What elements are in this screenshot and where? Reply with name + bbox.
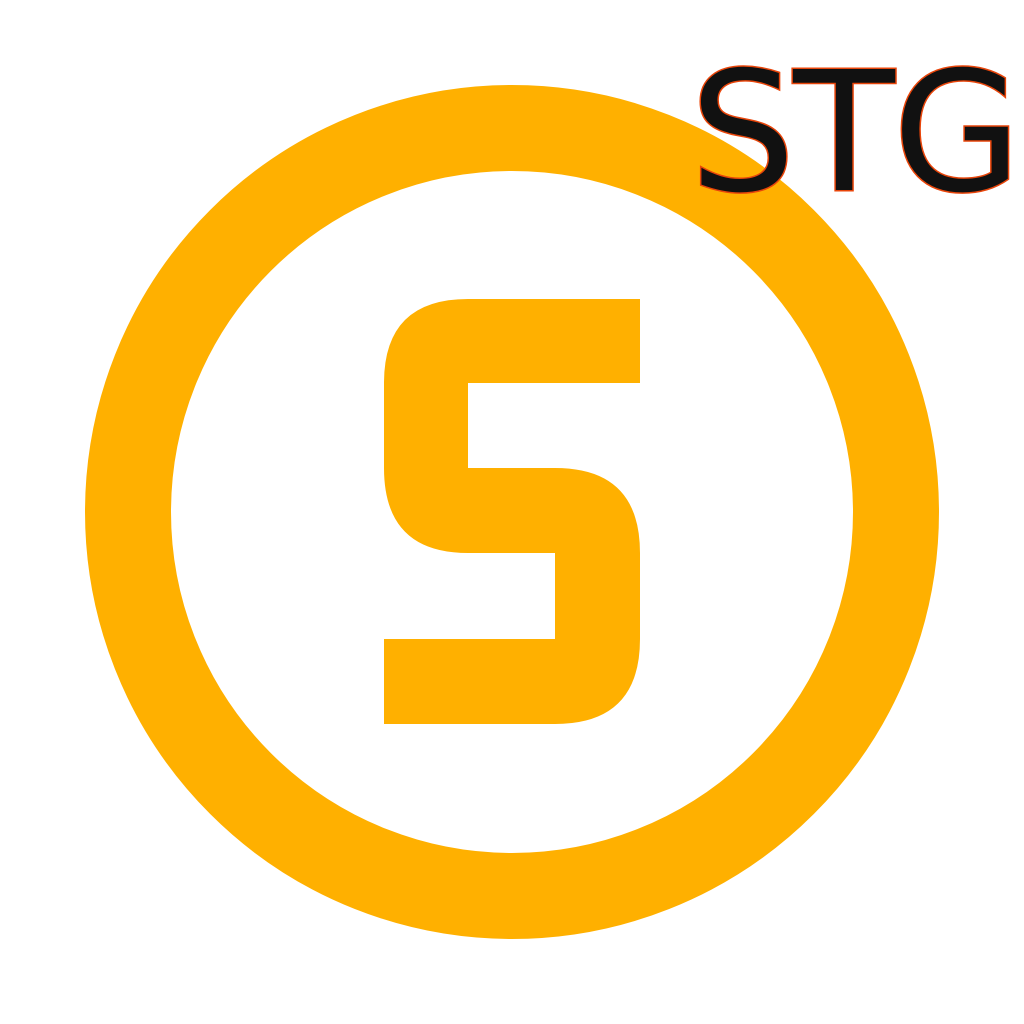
s-letter-icon xyxy=(384,299,640,724)
ring-icon xyxy=(85,85,939,939)
brand-label: STG xyxy=(690,37,1019,230)
